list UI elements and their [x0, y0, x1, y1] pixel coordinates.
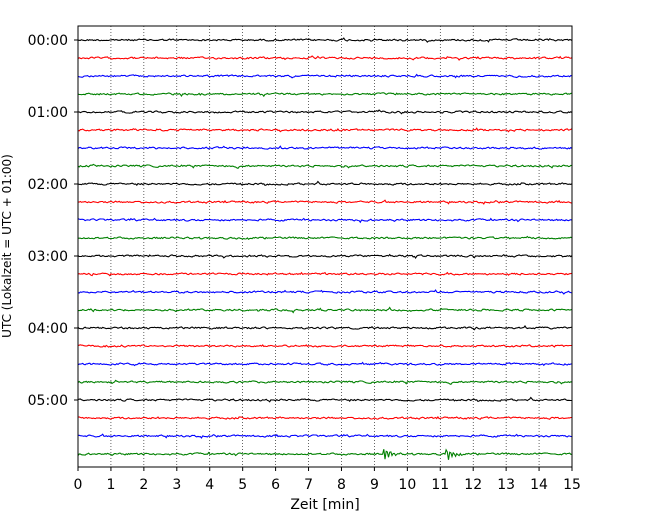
x-tick-label: 7	[304, 477, 313, 493]
x-tick-label: 3	[172, 477, 181, 493]
x-axis-ticks: 0 1 2 3 4 5 6 7 8 9 10 11 12 13 14 15	[74, 467, 581, 493]
plot-frame	[77, 25, 573, 468]
x-tick-label: 12	[464, 477, 482, 493]
trace-line	[77, 180, 573, 187]
x-tick-label: 10	[398, 477, 416, 493]
trace-line	[77, 163, 573, 169]
y-tick-label: 03:00	[28, 249, 68, 265]
x-tick-label: 1	[106, 477, 115, 493]
trace-line	[77, 55, 573, 61]
y-tick-label: 01:00	[28, 105, 68, 121]
trace-line	[77, 127, 573, 133]
trace-line	[77, 415, 572, 420]
x-tick-label: 2	[139, 477, 148, 493]
trace-line	[77, 217, 573, 224]
y-tick-label: 02:00	[28, 177, 68, 193]
x-tick-label: 13	[497, 477, 515, 493]
x-tick-label: 11	[431, 477, 449, 493]
trace-line	[77, 344, 572, 348]
x-tick-label: 6	[271, 477, 280, 493]
seismic-traces	[77, 37, 573, 460]
y-axis-title: UTC (Lokalzeit = UTC + 01:00)	[0, 154, 14, 338]
trace-line	[77, 73, 573, 79]
trace-line	[77, 253, 573, 259]
trace-line	[78, 433, 573, 439]
x-tick-label: 14	[530, 477, 548, 493]
y-tick-label: 00:00	[28, 33, 68, 49]
trace-line	[77, 448, 572, 460]
trace-line	[77, 109, 573, 115]
trace-line	[77, 145, 573, 150]
x-tick-label: 15	[563, 477, 581, 493]
x-tick-label: 5	[238, 477, 247, 493]
trace-line	[77, 92, 573, 98]
trace-line	[77, 199, 573, 205]
grid-lines	[110, 26, 540, 467]
y-tick-label: 04:00	[28, 321, 68, 337]
y-axis-ticks: 00:00 01:00 02:00 03:00 04:00 05:00	[28, 33, 78, 409]
y-tick-label: 05:00	[28, 393, 68, 409]
x-tick-label: 4	[205, 477, 214, 493]
trace-line	[78, 306, 573, 314]
trace-line	[77, 361, 573, 367]
trace-line	[77, 396, 572, 403]
x-tick-label: 0	[74, 477, 83, 493]
trace-line	[77, 37, 573, 43]
trace-line	[77, 271, 573, 277]
trace-line	[78, 235, 573, 241]
trace-line	[77, 325, 573, 331]
x-axis-title: Zeit [min]	[290, 497, 359, 513]
trace-line	[77, 379, 573, 385]
trace-line	[77, 289, 573, 295]
x-tick-label: 8	[337, 477, 346, 493]
x-tick-label: 9	[370, 477, 379, 493]
